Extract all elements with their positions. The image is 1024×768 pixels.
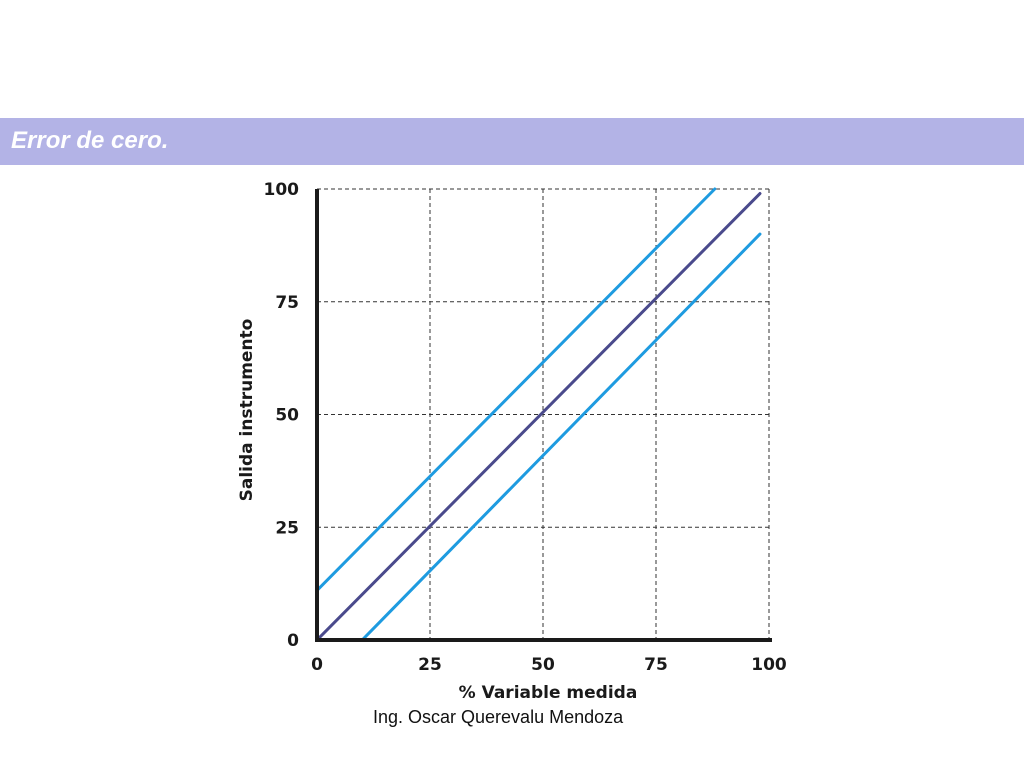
x-tick-label: 25 — [418, 655, 442, 675]
chart-axes — [315, 189, 772, 642]
tick-labels: 0 25 50 75 100 0 25 50 75 100 — [264, 180, 787, 675]
series-line-2 — [315, 192, 762, 642]
x-tick-label: 0 — [311, 655, 323, 675]
x-tick-label: 75 — [644, 655, 668, 675]
x-axis-label: % Variable medida — [459, 683, 638, 703]
author-credit: Ing. Oscar Querevalu Mendoza — [373, 707, 624, 727]
x-tick-label: 50 — [531, 655, 555, 675]
y-tick-label: 25 — [275, 518, 299, 538]
y-tick-label: 100 — [264, 180, 300, 200]
chart-series — [315, 187, 762, 642]
title-band — [0, 118, 1024, 165]
slide-title: Error de cero. — [11, 127, 169, 154]
x-tick-label: 100 — [751, 655, 787, 675]
grid-lines — [317, 188, 770, 640]
y-tick-label: 50 — [275, 406, 299, 426]
series-line-1 — [315, 187, 717, 592]
y-tick-label: 75 — [275, 293, 299, 313]
series-line-3 — [360, 232, 762, 642]
y-axis-label: Salida instrumento — [237, 319, 257, 502]
y-tick-label: 0 — [287, 631, 299, 651]
